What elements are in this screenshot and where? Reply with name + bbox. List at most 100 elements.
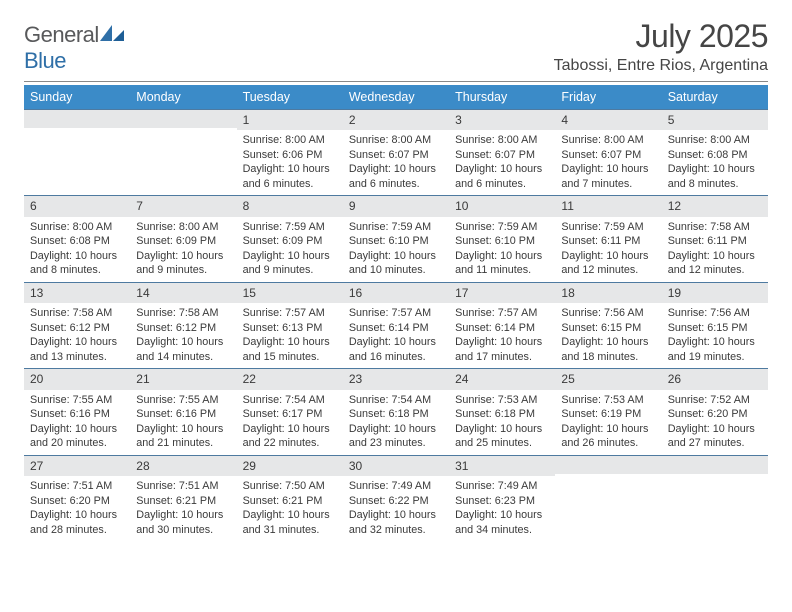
week-row: 6Sunrise: 8:00 AMSunset: 6:08 PMDaylight… [24,195,768,281]
day-number: 12 [662,195,768,216]
sunrise-text: Sunrise: 8:00 AM [668,133,762,148]
weeks-container: 1Sunrise: 8:00 AMSunset: 6:06 PMDaylight… [24,109,768,541]
daylight-text: Daylight: 10 hours and 20 minutes. [30,422,124,451]
daylight-text: Daylight: 10 hours and 7 minutes. [561,162,655,191]
calendar-cell: 11Sunrise: 7:59 AMSunset: 6:11 PMDayligh… [555,195,661,281]
cell-body: Sunrise: 7:58 AMSunset: 6:12 PMDaylight:… [130,303,236,368]
daylight-text: Daylight: 10 hours and 15 minutes. [243,335,337,364]
cell-body: Sunrise: 7:51 AMSunset: 6:21 PMDaylight:… [130,476,236,541]
daylight-text: Daylight: 10 hours and 12 minutes. [561,249,655,278]
sunrise-text: Sunrise: 7:59 AM [243,220,337,235]
cell-body: Sunrise: 8:00 AMSunset: 6:07 PMDaylight:… [343,130,449,195]
sunrise-text: Sunrise: 8:00 AM [243,133,337,148]
sunset-text: Sunset: 6:18 PM [349,407,443,422]
calendar-cell: 28Sunrise: 7:51 AMSunset: 6:21 PMDayligh… [130,455,236,541]
day-number [24,109,130,128]
brand-name-a: General [24,22,99,47]
sunset-text: Sunset: 6:07 PM [349,148,443,163]
daylight-text: Daylight: 10 hours and 16 minutes. [349,335,443,364]
header: GeneralBlue July 2025 Tabossi, Entre Rio… [24,18,768,75]
daylight-text: Daylight: 10 hours and 8 minutes. [668,162,762,191]
sunset-text: Sunset: 6:21 PM [243,494,337,509]
calendar-cell: 13Sunrise: 7:58 AMSunset: 6:12 PMDayligh… [24,282,130,368]
daylight-text: Daylight: 10 hours and 26 minutes. [561,422,655,451]
calendar-cell: 17Sunrise: 7:57 AMSunset: 6:14 PMDayligh… [449,282,555,368]
day-number [555,455,661,474]
sunrise-text: Sunrise: 8:00 AM [561,133,655,148]
calendar-cell: 5Sunrise: 8:00 AMSunset: 6:08 PMDaylight… [662,109,768,195]
sunset-text: Sunset: 6:14 PM [349,321,443,336]
day-number: 27 [24,455,130,476]
sunrise-text: Sunrise: 7:59 AM [561,220,655,235]
cell-body: Sunrise: 7:57 AMSunset: 6:14 PMDaylight:… [343,303,449,368]
daylight-text: Daylight: 10 hours and 17 minutes. [455,335,549,364]
daylight-text: Daylight: 10 hours and 30 minutes. [136,508,230,537]
sunset-text: Sunset: 6:07 PM [561,148,655,163]
sunset-text: Sunset: 6:09 PM [243,234,337,249]
sunset-text: Sunset: 6:23 PM [455,494,549,509]
month-title: July 2025 [554,18,768,55]
day-number: 18 [555,282,661,303]
calendar-cell: 6Sunrise: 8:00 AMSunset: 6:08 PMDaylight… [24,195,130,281]
day-number: 5 [662,109,768,130]
sunset-text: Sunset: 6:16 PM [30,407,124,422]
day-number: 17 [449,282,555,303]
cell-body: Sunrise: 7:52 AMSunset: 6:20 PMDaylight:… [662,390,768,455]
daylight-text: Daylight: 10 hours and 6 minutes. [349,162,443,191]
sunset-text: Sunset: 6:10 PM [455,234,549,249]
day-number [662,455,768,474]
daylight-text: Daylight: 10 hours and 6 minutes. [455,162,549,191]
cell-body: Sunrise: 7:56 AMSunset: 6:15 PMDaylight:… [555,303,661,368]
calendar-cell: 8Sunrise: 7:59 AMSunset: 6:09 PMDaylight… [237,195,343,281]
calendar-cell: 30Sunrise: 7:49 AMSunset: 6:22 PMDayligh… [343,455,449,541]
day-header-monday: Monday [130,85,236,109]
week-row: 1Sunrise: 8:00 AMSunset: 6:06 PMDaylight… [24,109,768,195]
sunrise-text: Sunrise: 7:54 AM [349,393,443,408]
cell-body: Sunrise: 7:54 AMSunset: 6:17 PMDaylight:… [237,390,343,455]
daylight-text: Daylight: 10 hours and 6 minutes. [243,162,337,191]
calendar-cell: 7Sunrise: 8:00 AMSunset: 6:09 PMDaylight… [130,195,236,281]
calendar-cell: 20Sunrise: 7:55 AMSunset: 6:16 PMDayligh… [24,368,130,454]
calendar-cell: 10Sunrise: 7:59 AMSunset: 6:10 PMDayligh… [449,195,555,281]
sunset-text: Sunset: 6:22 PM [349,494,443,509]
calendar-cell: 2Sunrise: 8:00 AMSunset: 6:07 PMDaylight… [343,109,449,195]
day-number: 1 [237,109,343,130]
day-number: 23 [343,368,449,389]
sunset-text: Sunset: 6:15 PM [561,321,655,336]
brand-name-b: Blue [24,48,66,73]
week-row: 13Sunrise: 7:58 AMSunset: 6:12 PMDayligh… [24,282,768,368]
cell-body: Sunrise: 7:56 AMSunset: 6:15 PMDaylight:… [662,303,768,368]
sunrise-text: Sunrise: 7:55 AM [30,393,124,408]
day-header-tuesday: Tuesday [237,85,343,109]
sunrise-text: Sunrise: 7:53 AM [455,393,549,408]
sunrise-text: Sunrise: 7:56 AM [561,306,655,321]
daylight-text: Daylight: 10 hours and 8 minutes. [30,249,124,278]
sunrise-text: Sunrise: 7:50 AM [243,479,337,494]
calendar-cell: 25Sunrise: 7:53 AMSunset: 6:19 PMDayligh… [555,368,661,454]
day-number: 6 [24,195,130,216]
calendar-cell: 12Sunrise: 7:58 AMSunset: 6:11 PMDayligh… [662,195,768,281]
cell-body: Sunrise: 7:59 AMSunset: 6:09 PMDaylight:… [237,217,343,282]
cell-body: Sunrise: 8:00 AMSunset: 6:09 PMDaylight:… [130,217,236,282]
day-number: 24 [449,368,555,389]
sunrise-text: Sunrise: 7:57 AM [455,306,549,321]
day-number: 26 [662,368,768,389]
day-number: 16 [343,282,449,303]
week-row: 27Sunrise: 7:51 AMSunset: 6:20 PMDayligh… [24,455,768,541]
cell-body: Sunrise: 8:00 AMSunset: 6:08 PMDaylight:… [662,130,768,195]
daylight-text: Daylight: 10 hours and 9 minutes. [136,249,230,278]
daylight-text: Daylight: 10 hours and 9 minutes. [243,249,337,278]
daylight-text: Daylight: 10 hours and 10 minutes. [349,249,443,278]
calendar-cell: 21Sunrise: 7:55 AMSunset: 6:16 PMDayligh… [130,368,236,454]
day-number: 8 [237,195,343,216]
day-header-sunday: Sunday [24,85,130,109]
brand-name: GeneralBlue [24,22,125,74]
day-number: 15 [237,282,343,303]
calendar-cell: 9Sunrise: 7:59 AMSunset: 6:10 PMDaylight… [343,195,449,281]
daylight-text: Daylight: 10 hours and 12 minutes. [668,249,762,278]
sunset-text: Sunset: 6:19 PM [561,407,655,422]
cell-body: Sunrise: 7:51 AMSunset: 6:20 PMDaylight:… [24,476,130,541]
sunset-text: Sunset: 6:16 PM [136,407,230,422]
day-number [130,109,236,128]
daylight-text: Daylight: 10 hours and 34 minutes. [455,508,549,537]
